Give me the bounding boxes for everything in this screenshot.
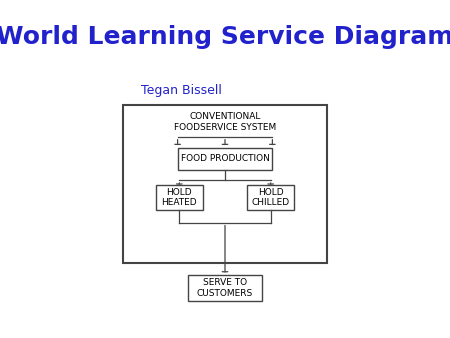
Text: SERVE TO
CUSTOMERS: SERVE TO CUSTOMERS <box>197 278 253 298</box>
Text: CONVENTIONAL
FOODSERVICE SYSTEM: CONVENTIONAL FOODSERVICE SYSTEM <box>174 112 276 132</box>
Text: HOLD
HEATED: HOLD HEATED <box>162 188 197 207</box>
Bar <box>123 105 327 263</box>
Bar <box>188 275 262 300</box>
Bar <box>156 185 203 210</box>
Bar <box>178 148 272 170</box>
Text: Tegan Bissell: Tegan Bissell <box>140 84 221 97</box>
Text: HOLD
CHILLED: HOLD CHILLED <box>252 188 290 207</box>
Text: FOOD PRODUCTION: FOOD PRODUCTION <box>180 154 270 164</box>
Text: World Learning Service Diagram: World Learning Service Diagram <box>0 25 450 49</box>
Bar <box>247 185 294 210</box>
